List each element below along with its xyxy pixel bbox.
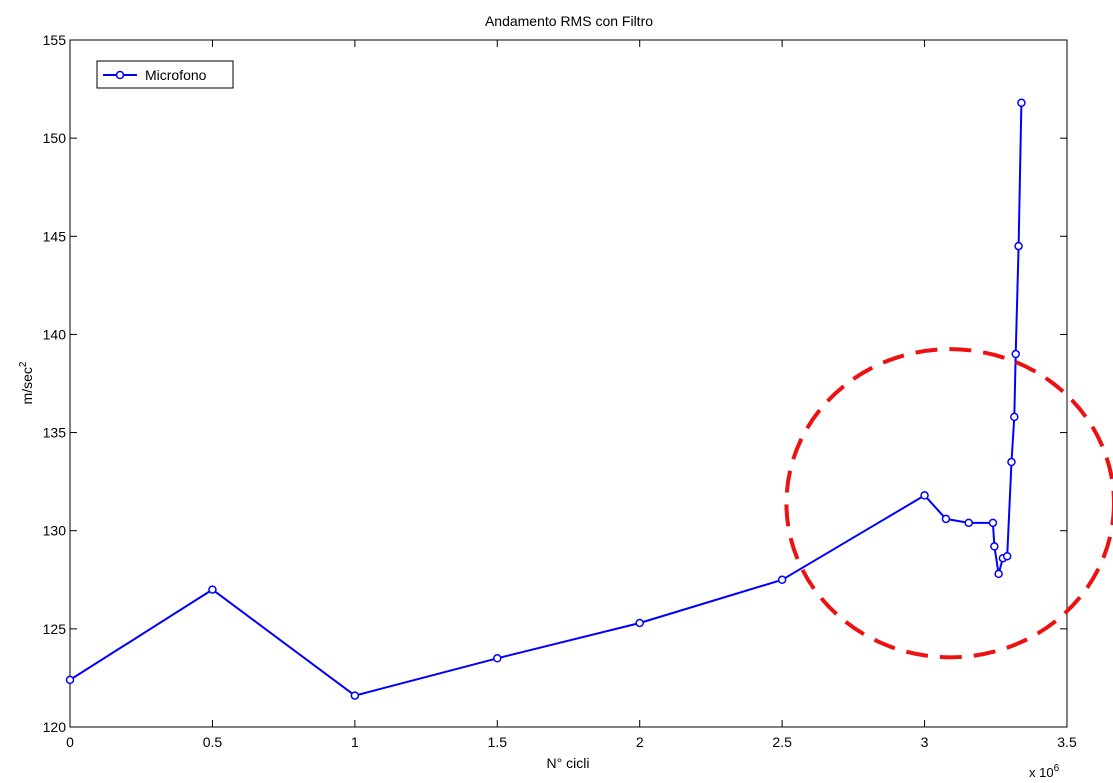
x-axis-multiplier: x 106 [1029,763,1060,780]
data-point [1002,551,1012,561]
data-point [208,585,217,594]
x-tick-label: 0.5 [203,734,223,750]
data-point [1017,98,1026,108]
y-axis-title-superscript: 2 [18,361,29,367]
data-point [777,575,787,585]
x-tick-label: 1.5 [488,734,508,750]
x-axis-ticks [69,40,1068,727]
series-layer [65,98,1026,700]
chart-title: Andamento RMS con Filtro [485,13,653,29]
data-point [493,654,502,663]
legend-label-microfono: Microfono [145,67,207,83]
annotation-layer [784,347,1113,660]
legend: Microfono [96,60,234,89]
x-axis-multiplier-exponent: 6 [1054,763,1060,774]
y-axis-title-base: m/sec [19,367,35,404]
data-point [635,618,644,628]
y-tick-label: 135 [43,425,67,441]
x-tick-label: 2.5 [772,734,792,750]
highlight-dashed-circle [784,347,1113,660]
y-tick-label: 140 [43,326,67,342]
legend-marker-microfono [115,70,125,80]
x-tick-label: 3.5 [1057,734,1077,750]
y-axis-tick-labels: 120 125 130 135 140 145 150 155 [43,32,67,735]
data-point [65,675,75,685]
data-point [994,569,1003,579]
data-point [964,518,973,528]
x-axis-title: N° cicli [547,755,590,771]
plot-frame [69,39,1068,728]
data-point [988,518,998,528]
y-tick-label: 130 [43,523,67,539]
x-tick-label: 3 [921,734,929,750]
y-axis-ticks [70,39,1067,728]
data-point [990,542,999,551]
y-tick-label: 155 [43,32,67,48]
y-tick-label: 150 [43,130,67,146]
y-axis-title: m/sec2 [18,361,35,404]
data-point [920,491,929,500]
x-tick-label: 0 [66,734,74,750]
data-point [1014,241,1023,251]
y-tick-label: 125 [43,621,67,637]
x-axis-multiplier-base: x 10 [1029,765,1054,780]
data-point [1007,457,1016,467]
x-axis-tick-labels: 0 0.5 1 1.5 2 2.5 3 3.5 [66,734,1077,750]
x-tick-label: 1 [351,734,359,750]
data-point [350,691,360,700]
data-point [1011,349,1020,359]
x-tick-label: 2 [636,734,644,750]
data-point [941,514,951,524]
y-tick-label: 145 [43,228,67,244]
data-point [1010,412,1019,422]
y-tick-label: 120 [43,719,67,735]
